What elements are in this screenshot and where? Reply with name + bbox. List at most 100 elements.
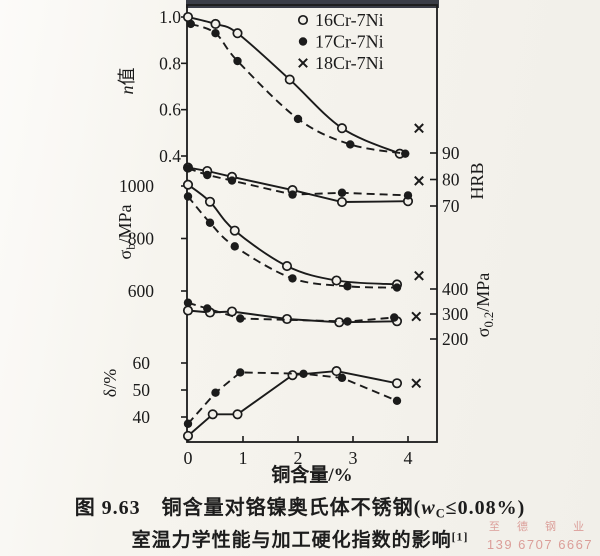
series--b-17cr-7ni <box>183 192 402 292</box>
axis-title-part: 值 <box>117 68 137 86</box>
marker-x-cross <box>414 175 424 186</box>
series-line <box>187 370 398 437</box>
marker-filled-circle <box>298 37 308 46</box>
marker-filled-circle <box>337 373 347 383</box>
axis-title-part: δ/% <box>100 369 120 397</box>
marker-open-circle <box>331 366 342 377</box>
series-n-17cr-7ni <box>186 19 410 158</box>
x-axis-title: 铜含量/% <box>271 463 352 486</box>
marker-filled-circle <box>183 298 193 307</box>
y-axis-title-s02: σ0.2/MPa <box>473 273 496 337</box>
marker-filled-circle <box>288 274 297 283</box>
marker-filled-circle <box>230 242 239 251</box>
marker-open-circle <box>281 261 293 272</box>
series--0.2-17cr-7ni <box>183 298 399 326</box>
marker-filled-circle <box>236 368 245 377</box>
y-axis-title-hrb: HRB <box>467 162 487 199</box>
marker-open-circle <box>207 409 218 420</box>
series-n-16cr-7ni <box>182 11 405 159</box>
caption-text-part: C <box>435 506 446 521</box>
axis-title-part: σ <box>473 327 493 337</box>
y-scale-s02: 400 300 200 σ0.2/MPa <box>430 273 496 349</box>
x-tick-label: 1 <box>239 448 248 468</box>
series--b-18cr-7ni <box>414 270 424 281</box>
marker-open-circle <box>182 179 194 190</box>
marker-filled-circle <box>392 396 402 405</box>
y-tick-label: 400 <box>442 279 469 299</box>
caption-text-part: w <box>421 497 436 519</box>
legend-label-18cr-7ni: 18Cr-7Ni <box>315 53 384 73</box>
y-axis-title-delta: δ/% <box>100 369 120 397</box>
y-axis-title-n: n值 <box>117 68 137 95</box>
series--0.2-18cr-7ni <box>411 311 422 322</box>
series-line <box>187 195 398 289</box>
marker-open-circle <box>287 370 298 381</box>
y-tick-label: 600 <box>128 281 155 301</box>
y-tick-label: 200 <box>442 329 469 349</box>
series--18cr-7ni <box>411 378 422 389</box>
marker-filled-circle <box>211 29 220 38</box>
axis-title-part: /MPa <box>473 273 493 312</box>
plot-frame <box>186 4 438 443</box>
series--17cr-7ni <box>183 368 402 428</box>
x-axis: 0 1 2 3 4 铜含量/% <box>184 436 413 486</box>
marker-open-circle <box>331 275 342 286</box>
marker-filled-circle <box>203 304 212 313</box>
marker-filled-circle <box>186 19 195 29</box>
marker-filled-circle <box>203 170 212 180</box>
y-tick-label: 90 <box>442 143 460 163</box>
marker-filled-circle <box>183 192 193 201</box>
caption-text-part: ≤0.08%) <box>445 497 526 519</box>
legend-label-16cr-7ni: 16Cr-7Ni <box>315 10 384 30</box>
axis-title-part: HRB <box>467 162 487 199</box>
marker-filled-circle <box>343 282 352 291</box>
marker-filled-circle <box>227 176 237 185</box>
marker-filled-circle <box>205 218 215 227</box>
marker-open-circle <box>182 305 194 316</box>
y-tick-label: 0.8 <box>159 53 181 73</box>
marker-x-cross <box>414 270 424 281</box>
y-tick-label: 300 <box>442 304 469 324</box>
axis-title-part: σ <box>115 250 135 260</box>
marker-open-circle <box>182 430 194 441</box>
y-tick-label: 60 <box>133 353 151 373</box>
marker-filled-circle <box>337 188 347 197</box>
marker-filled-circle <box>183 164 193 173</box>
y-tick-label: 1000 <box>119 176 154 196</box>
marker-open-circle <box>232 409 243 420</box>
marker-x-cross <box>414 123 424 134</box>
marker-filled-circle <box>236 314 245 323</box>
series--16cr-7ni <box>182 366 403 441</box>
y-tick-label: 80 <box>442 170 460 190</box>
marker-filled-circle <box>211 388 220 397</box>
marker-filled-circle <box>346 140 355 149</box>
marker-filled-circle <box>403 191 413 200</box>
y-scale-n: 1.0 0.8 0.6 0.4 n值 <box>117 7 187 166</box>
y-tick-label: 50 <box>133 380 151 400</box>
y-tick-label: 70 <box>442 196 460 216</box>
marker-open-circle <box>336 196 348 208</box>
marker-open-circle <box>210 18 221 29</box>
marker-open-circle <box>232 28 243 39</box>
x-tick-label: 0 <box>184 448 193 468</box>
series-line <box>187 166 409 203</box>
x-tick-label: 3 <box>349 448 358 468</box>
y-scale-sb: 1000 800 600 σb/MPa <box>115 176 187 301</box>
series-hrb-18cr-7ni <box>414 175 424 186</box>
y-axis-title-sb: σb/MPa <box>115 204 138 259</box>
series-hrb-17cr-7ni <box>183 164 413 200</box>
legend-label-17cr-7ni: 17Cr-7Ni <box>315 32 384 52</box>
marker-filled-circle <box>293 114 303 124</box>
marker-open-circle <box>204 196 216 207</box>
y-scale-hrb: 90 80 70 HRB <box>430 143 487 216</box>
y-tick-label: 0.4 <box>159 146 181 166</box>
marker-filled-circle <box>401 149 410 158</box>
marker-x-cross <box>411 378 422 389</box>
marker-filled-circle <box>390 313 399 322</box>
y-tick-label: 0.6 <box>159 100 181 120</box>
caption-text-part: 图 9.63 铜含量对铬镍奥氏体不锈钢( <box>74 497 422 519</box>
x-tick-label: 4 <box>404 448 413 468</box>
